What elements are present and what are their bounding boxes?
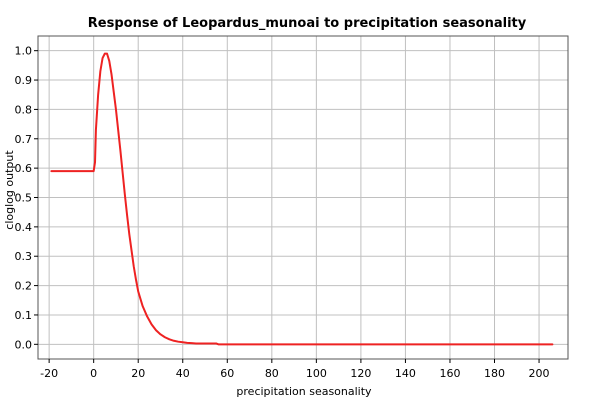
y-tick-label: 0.2: [15, 280, 33, 293]
x-tick-label: 60: [220, 367, 234, 380]
x-tick-label: 80: [265, 367, 279, 380]
x-axis-label: precipitation seasonality: [236, 385, 372, 398]
y-axis-label: cloglog output: [3, 150, 16, 230]
y-tick-label: 0.3: [15, 250, 33, 263]
grid-lines: [38, 36, 568, 359]
x-tick-label: -20: [40, 367, 58, 380]
x-tick-label: 0: [90, 367, 97, 380]
y-axis-ticks: 0.0 0.1 0.2 0.3 0.4 0.5 0.6 0.7 0.8 0.9 1.0: [15, 45, 38, 351]
y-tick-label: 0.0: [15, 338, 33, 351]
x-axis-ticks: -20 0 20 40 60 80 100 120 140 160 180 200: [40, 359, 550, 380]
x-tick-label: 100: [306, 367, 327, 380]
y-tick-label: 0.5: [15, 192, 33, 205]
y-tick-label: 0.8: [15, 103, 33, 116]
x-tick-label: 200: [529, 367, 550, 380]
y-tick-label: 0.6: [15, 162, 33, 175]
y-tick-label: 0.1: [15, 309, 33, 322]
x-tick-label: 140: [395, 367, 416, 380]
y-tick-label: 0.9: [15, 74, 33, 87]
series-layer: [50, 52, 554, 346]
x-tick-label: 180: [484, 367, 505, 380]
y-tick-label: 1.0: [15, 45, 33, 58]
x-tick-label: 20: [131, 367, 145, 380]
x-tick-label: 40: [176, 367, 190, 380]
x-tick-label: 160: [439, 367, 460, 380]
chart-title: Response of Leopardus_munoai to precipit…: [88, 16, 527, 31]
response-series-line: [50, 52, 554, 346]
y-tick-label: 0.4: [15, 221, 33, 234]
y-tick-label: 0.7: [15, 133, 33, 146]
x-tick-label: 120: [350, 367, 371, 380]
